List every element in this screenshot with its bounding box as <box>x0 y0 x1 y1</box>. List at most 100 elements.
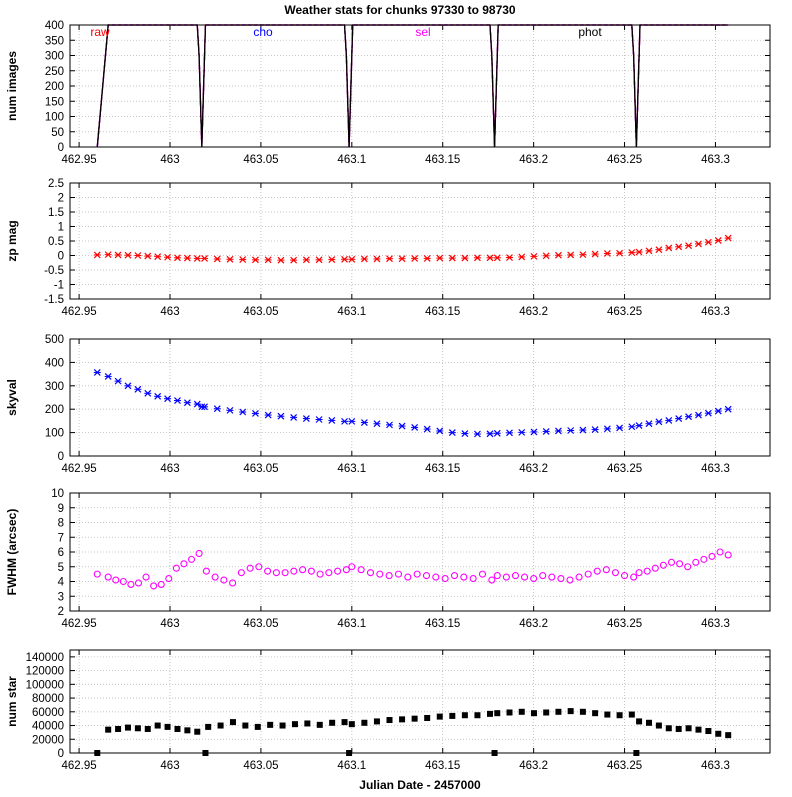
data-point <box>124 382 132 390</box>
y-tick-label: 300 <box>45 51 64 63</box>
y-tick-label: 120000 <box>26 666 64 678</box>
data-point <box>724 234 732 242</box>
data-point <box>422 572 431 580</box>
data-point <box>557 574 565 583</box>
x-tick-label: 462.95 <box>61 618 96 630</box>
y-tick-label: 250 <box>45 66 64 78</box>
data-point <box>506 709 513 716</box>
data-point <box>659 561 667 569</box>
data-point <box>460 573 468 581</box>
x-tick-label: 463.3 <box>701 154 730 166</box>
data-point <box>290 413 298 421</box>
y-tick-label: 400 <box>45 20 64 32</box>
data-point <box>478 570 487 578</box>
data-point <box>237 569 245 577</box>
data-point <box>194 728 201 735</box>
data-point <box>493 572 501 580</box>
data-point <box>645 719 652 726</box>
x-tick-label: 463.1 <box>337 618 366 630</box>
data-point <box>692 558 700 566</box>
data-point <box>164 395 172 403</box>
plot-frame <box>69 338 771 457</box>
data-point <box>604 711 611 718</box>
data-point <box>635 248 643 256</box>
data-point <box>277 412 285 420</box>
x-tick-label: 463.05 <box>243 618 278 630</box>
data-point <box>119 577 127 586</box>
data-point <box>530 574 538 583</box>
data-point <box>124 724 131 731</box>
data-point <box>246 564 254 572</box>
x-tick-label: 463.1 <box>337 760 366 772</box>
data-point <box>493 254 501 262</box>
data-point <box>304 720 311 727</box>
data-point <box>373 718 380 725</box>
data-point <box>134 385 142 393</box>
data-point <box>473 430 481 438</box>
data-point <box>530 428 538 436</box>
data-point <box>675 415 683 422</box>
y-tick-label: 9 <box>58 503 64 515</box>
y-tick-label: 2 <box>58 606 64 618</box>
data-point <box>316 721 323 728</box>
data-point <box>685 242 693 250</box>
data-point <box>448 254 456 262</box>
y-tick-label: 300 <box>45 381 64 393</box>
data-point <box>299 566 307 574</box>
data-point <box>134 579 143 587</box>
data-point <box>193 254 201 262</box>
data-point <box>398 422 406 430</box>
data-point <box>714 407 722 415</box>
data-point <box>144 252 152 260</box>
data-point <box>229 719 236 726</box>
data-point <box>665 725 672 732</box>
data-point <box>386 421 394 429</box>
data-point <box>134 725 141 732</box>
data-point <box>530 710 537 717</box>
x-tick-label: 463 <box>160 760 179 772</box>
data-point <box>591 250 599 258</box>
data-point <box>226 255 234 263</box>
data-point <box>291 721 298 728</box>
data-point <box>473 254 481 262</box>
y-tick-label: 500 <box>45 334 64 346</box>
y-axis-label: num star <box>5 676 19 727</box>
data-point <box>530 252 538 260</box>
data-point <box>357 566 365 574</box>
data-point <box>655 418 663 426</box>
data-point <box>164 253 172 261</box>
data-point <box>404 573 412 581</box>
data-point <box>202 750 209 756</box>
y-tick-label: 1.5 <box>48 207 64 219</box>
data-point <box>272 569 280 577</box>
panel-1: 0 50 100 150 200 250 300 350 400 462.95 463 463.05 4… <box>5 20 771 166</box>
data-point <box>114 377 122 385</box>
data-point <box>157 580 165 589</box>
data-point <box>376 570 384 578</box>
y-tick-label: 4 <box>58 577 65 589</box>
data-point <box>548 573 556 581</box>
data-point <box>645 420 653 428</box>
data-point <box>423 425 431 433</box>
plot-frame <box>69 492 771 612</box>
data-point <box>112 576 120 584</box>
data-point <box>361 719 368 726</box>
data-point <box>705 728 712 735</box>
data-point <box>348 563 356 571</box>
data-point <box>411 424 419 431</box>
data-point <box>201 403 209 411</box>
y-tick-label: 0 <box>58 142 64 154</box>
data-point <box>386 717 393 724</box>
y-tick-label: 20000 <box>32 734 64 746</box>
data-point <box>184 727 191 734</box>
data-point <box>328 417 336 424</box>
y-tick-label: 100000 <box>26 679 64 691</box>
x-tick-label: 463.25 <box>607 618 642 630</box>
data-point <box>518 253 526 261</box>
y-tick-label: 200 <box>45 404 64 416</box>
data-point <box>539 572 547 580</box>
data-point <box>281 569 289 577</box>
data-point <box>724 551 732 559</box>
data-point <box>436 713 443 720</box>
